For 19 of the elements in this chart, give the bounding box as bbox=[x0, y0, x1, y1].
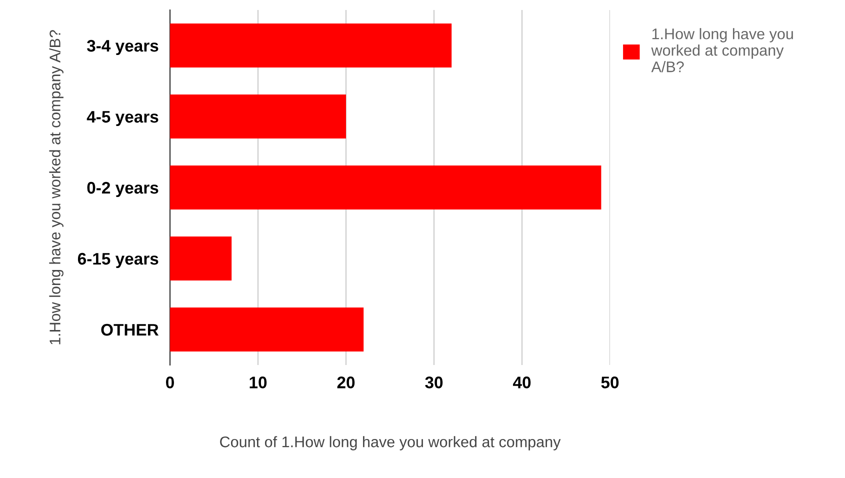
y-tick-label: 0-2 years bbox=[87, 182, 158, 197]
legend-label: 1.How long have you worked at company A/B? bbox=[651, 28, 793, 72]
y-tick-label: 6-15 years bbox=[78, 252, 158, 268]
x-axis-title: Count of 1.How long have you worked at company bbox=[220, 436, 561, 450]
x-tick-label: 10 bbox=[250, 376, 267, 388]
bar bbox=[170, 165, 602, 210]
bar bbox=[170, 307, 364, 352]
x-tick-label: 40 bbox=[512, 376, 531, 388]
x-tick-label: 0 bbox=[166, 376, 174, 388]
y-tick-label: 3-4 years bbox=[86, 40, 158, 55]
bar bbox=[170, 23, 452, 68]
bar bbox=[170, 94, 346, 139]
x-tick-label: 50 bbox=[601, 376, 619, 388]
y-tick-label: 4-5 years bbox=[86, 111, 158, 126]
y-axis-title: 1.How long have you worked at company A/B? bbox=[49, 30, 64, 344]
x-tick-label: 20 bbox=[337, 376, 355, 388]
y-tick-label: OTHER bbox=[101, 324, 159, 336]
x-tick-label: 30 bbox=[425, 376, 443, 388]
bar bbox=[170, 236, 232, 281]
